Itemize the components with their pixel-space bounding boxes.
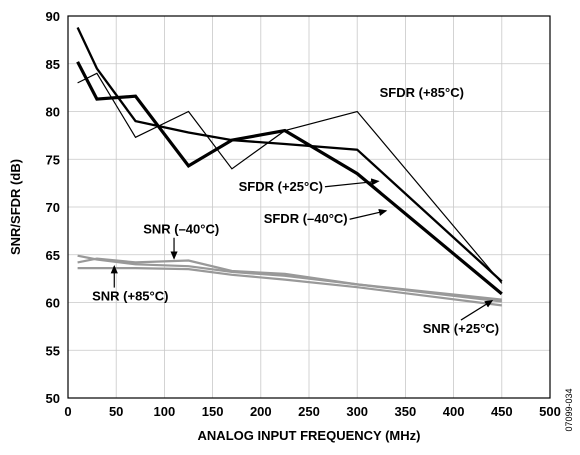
x-tick-label: 100 <box>154 404 176 419</box>
x-tick-label: 0 <box>64 404 71 419</box>
y-tick-label: 70 <box>46 200 60 215</box>
annotation-arrow <box>349 208 388 220</box>
x-tick-label: 200 <box>250 404 272 419</box>
y-tick-label: 50 <box>46 391 60 406</box>
y-tick-label: 75 <box>46 152 60 167</box>
x-tick-label: 450 <box>491 404 513 419</box>
series-layer <box>76 27 503 307</box>
annotation-arrow <box>460 299 494 321</box>
figure-id: 07099-034 <box>564 388 574 431</box>
y-tick-label: 55 <box>46 343 60 358</box>
tick-labels: 0 50 100 150 200 250 300 350 400 450 500 50 55 60 65 70… <box>46 9 561 419</box>
x-tick-label: 350 <box>395 404 417 419</box>
y-tick-label: 90 <box>46 9 60 24</box>
y-tick-label: 60 <box>46 296 60 311</box>
annotation-arrow <box>324 178 380 188</box>
series-line-0 <box>77 72 503 284</box>
annotation-label: SFDR (+85°C) <box>380 85 464 100</box>
series-line-1 <box>76 27 503 283</box>
y-axis-title: SNR/SFDR (dB) <box>8 159 23 255</box>
annotation-label: SNR (–40°C) <box>143 222 219 237</box>
x-tick-label: 50 <box>109 404 123 419</box>
x-tick-label: 400 <box>443 404 465 419</box>
x-axis-title: ANALOG INPUT FREQUENCY (MHz) <box>198 428 421 443</box>
x-tick-label: 150 <box>202 404 224 419</box>
grid <box>67 15 551 399</box>
y-tick-label: 65 <box>46 248 60 263</box>
x-tick-label: 300 <box>346 404 368 419</box>
annotation-label: SNR (+85°C) <box>92 289 168 304</box>
annotation-label: SFDR (+25°C) <box>239 179 323 194</box>
y-tick-label: 85 <box>46 57 60 72</box>
x-tick-label: 250 <box>298 404 320 419</box>
y-tick-label: 80 <box>46 105 60 120</box>
series-line-5 <box>77 254 502 301</box>
series-line-2 <box>76 61 503 296</box>
series-line-4 <box>77 267 502 307</box>
annotation-label: SNR (+25°C) <box>423 321 499 336</box>
plot-frame <box>67 15 551 399</box>
annotations: SFDR (+85°C) SFDR (+25°C) SFDR (–40°C) SNR … <box>92 85 499 336</box>
x-tick-label: 500 <box>539 404 561 419</box>
annotation-label: SFDR (–40°C) <box>264 211 348 226</box>
